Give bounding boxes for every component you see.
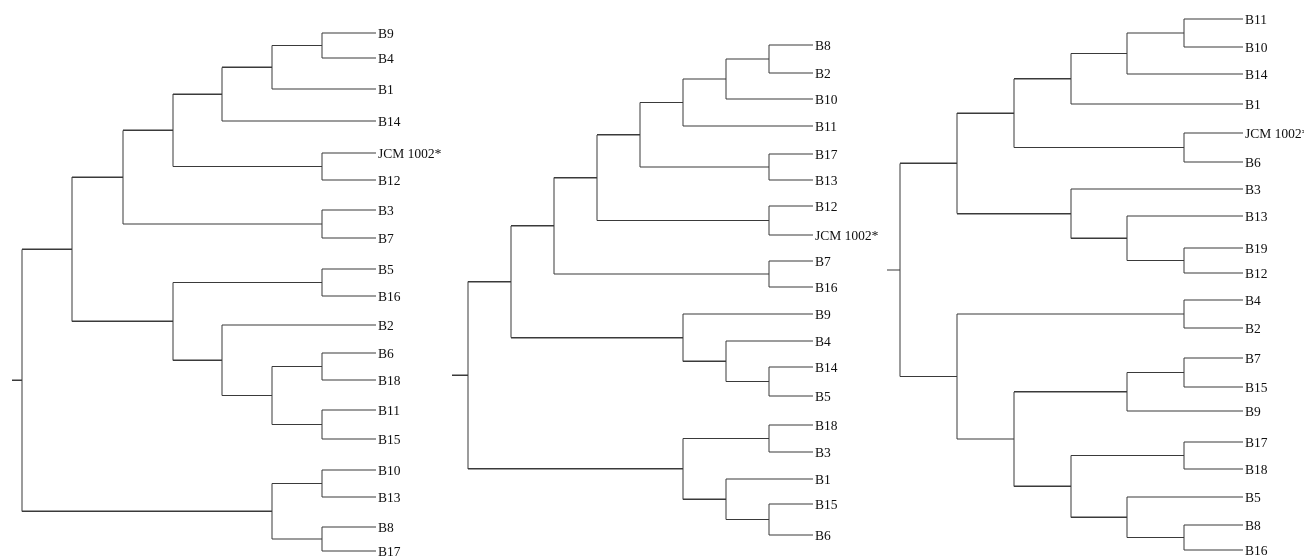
leaf-label: B8 [815, 38, 831, 53]
leaf-label: B13 [1245, 209, 1268, 224]
leaf-label: B15 [815, 497, 838, 512]
leaf-label: B3 [815, 445, 831, 460]
leaf-label: B17 [815, 147, 838, 162]
leaf-label: B2 [378, 318, 394, 333]
leaf-label: B5 [1245, 490, 1261, 505]
leaf-label: B12 [815, 199, 838, 214]
leaf-label: B10 [815, 92, 838, 107]
leaf-label: B11 [378, 403, 400, 418]
leaf-label: B13 [378, 490, 401, 505]
leaf-label: B11 [815, 119, 837, 134]
leaf-label: B2 [1245, 321, 1261, 336]
leaf-label: B8 [1245, 518, 1261, 533]
leaf-label: B3 [1245, 182, 1261, 197]
leaf-label: B3 [378, 203, 394, 218]
leaf-label: B14 [1245, 67, 1268, 82]
leaf-label: B4 [378, 51, 394, 66]
leaf-label: B7 [378, 231, 394, 246]
leaf-label: B15 [1245, 380, 1268, 395]
leaf-label: B15 [378, 432, 401, 447]
leaf-label: B6 [1245, 155, 1261, 170]
leaf-label: B6 [815, 528, 831, 543]
leaf-label: B2 [815, 66, 831, 81]
leaf-label: B1 [815, 472, 831, 487]
leaf-label: B4 [1245, 293, 1261, 308]
leaf-label: B10 [378, 463, 401, 478]
leaf-label: B5 [815, 389, 831, 404]
leaf-label: B10 [1245, 40, 1268, 55]
leaf-label: JCM 1002* [815, 228, 879, 243]
leaf-label: B18 [378, 373, 401, 388]
leaf-label: B6 [378, 346, 394, 361]
leaf-label: B4 [815, 334, 831, 349]
leaf-label: JCM 1002* [1245, 126, 1304, 141]
leaf-label: B12 [378, 173, 401, 188]
leaf-label: B18 [1245, 462, 1268, 477]
leaf-label: B8 [378, 520, 394, 535]
leaf-label: B9 [378, 26, 394, 41]
leaf-label: B7 [815, 254, 831, 269]
leaf-label: B17 [1245, 435, 1268, 450]
leaf-label: B9 [815, 307, 831, 322]
leaf-label: B16 [378, 289, 401, 304]
leaf-label: B19 [1245, 241, 1268, 256]
leaf-label: B16 [815, 280, 838, 295]
leaf-label: B14 [378, 114, 401, 129]
leaf-label: JCM 1002* [378, 146, 442, 161]
leaf-label: B1 [1245, 97, 1261, 112]
dendrogram-left: B9 B4 B1 B14 JCM 1002* B12 B3 B7 B5 B16 B2 B6 B18 B11… [12, 26, 442, 558]
leaf-label: B12 [1245, 266, 1268, 281]
leaf-label: B1 [378, 82, 394, 97]
leaf-label: B5 [378, 262, 394, 277]
dendrogram-right: B11 B10 B14 B1 JCM 1002* B6 B3 B13 B19 B12 B4 B2 B7 B… [887, 12, 1304, 558]
leaf-label: B11 [1245, 12, 1267, 27]
leaf-label: B17 [378, 544, 401, 558]
leaf-label: B18 [815, 418, 838, 433]
leaf-label: B7 [1245, 351, 1261, 366]
leaf-label: B9 [1245, 404, 1261, 419]
leaf-label: B16 [1245, 543, 1268, 558]
leaf-label: B14 [815, 360, 838, 375]
leaf-label: B13 [815, 173, 838, 188]
dendrogram-middle: B8 B2 B10 B11 B17 B13 B12 JCM 1002* B7 B16 B9 B4 B14… [452, 38, 879, 543]
